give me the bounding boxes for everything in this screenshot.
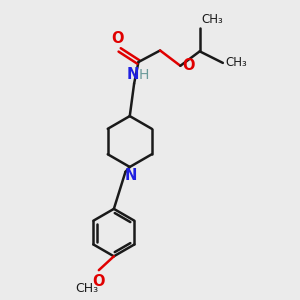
Text: O: O	[182, 58, 194, 73]
Text: CH₃: CH₃	[75, 282, 98, 295]
Text: N: N	[124, 168, 136, 183]
Text: O: O	[111, 31, 124, 46]
Text: CH₃: CH₃	[201, 13, 223, 26]
Text: CH₃: CH₃	[225, 56, 247, 69]
Text: O: O	[93, 274, 105, 289]
Text: N: N	[127, 67, 139, 82]
Text: H: H	[139, 68, 149, 82]
